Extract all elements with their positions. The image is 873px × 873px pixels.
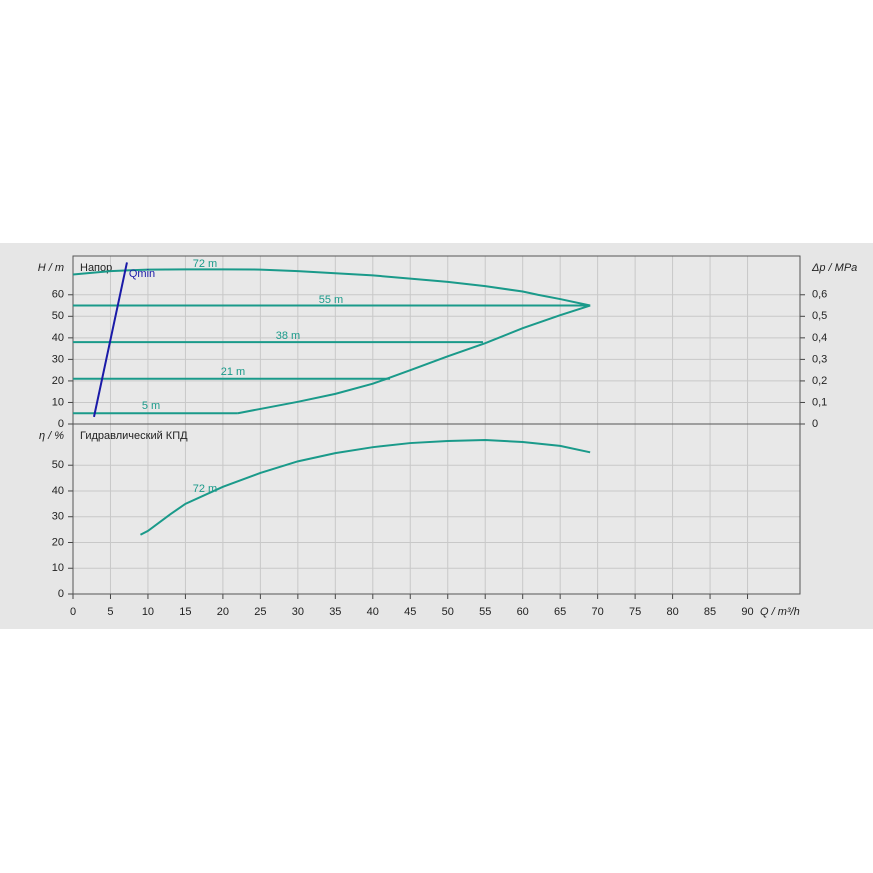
x-tick-label: 65 (554, 606, 566, 618)
x-tick-label: 85 (704, 606, 716, 618)
y-tick-label: 20 (52, 375, 64, 387)
y2-tick-label: 0,5 (812, 310, 827, 322)
x-axis-label: Q / m³/h (760, 606, 800, 618)
x-tick-label: 15 (179, 606, 191, 618)
y2-tick-label: 0,6 (812, 289, 827, 301)
x-tick-label: 80 (666, 606, 678, 618)
y2-tick-label: 0 (812, 418, 818, 430)
x-tick-label: 45 (404, 606, 416, 618)
y-tick-label: 20 (52, 536, 64, 548)
x-tick-label: 55 (479, 606, 491, 618)
y-tick-label: 40 (52, 332, 64, 344)
y-tick-label: 50 (52, 310, 64, 322)
y-tick-label: 40 (52, 485, 64, 497)
curve-label: 72 m (193, 258, 217, 270)
y2-axis-label: Δp / MPa (811, 262, 857, 274)
plot-area (73, 424, 800, 594)
x-tick-label: 40 (367, 606, 379, 618)
curve (237, 304, 591, 415)
curve-label: 21 m (221, 366, 245, 378)
x-tick-label: 35 (329, 606, 341, 618)
y-axis-label: η / % (39, 430, 64, 442)
panel-title: Гидравлический КПД (80, 430, 188, 442)
y-axis-label: H / m (38, 262, 64, 274)
y-tick-label: 0 (58, 588, 64, 600)
plot-area (73, 256, 800, 424)
y-tick-label: 30 (52, 511, 64, 523)
x-tick-label: 0 (70, 606, 76, 618)
x-tick-label: 60 (517, 606, 529, 618)
curve-label: 72 m (193, 483, 217, 495)
x-tick-label: 50 (442, 606, 454, 618)
curve (72, 268, 591, 307)
curve (139, 438, 591, 536)
x-tick-label: 5 (107, 606, 113, 618)
y-tick-label: 0 (58, 418, 64, 430)
y-tick-label: 50 (52, 459, 64, 471)
x-tick-label: 70 (592, 606, 604, 618)
curve (93, 262, 128, 418)
curve-label: Qmin (129, 268, 155, 280)
y-tick-label: 10 (52, 396, 64, 408)
y-tick-label: 60 (52, 289, 64, 301)
y2-tick-label: 0,1 (812, 396, 827, 408)
plot-frame (72, 423, 801, 595)
y2-tick-label: 0,3 (812, 353, 827, 365)
curve-label: 55 m (319, 294, 343, 306)
x-tick-label: 10 (142, 606, 154, 618)
x-tick-label: 20 (217, 606, 229, 618)
y-tick-label: 10 (52, 562, 64, 574)
y2-tick-label: 0,4 (812, 332, 827, 344)
curve-label: 38 m (276, 330, 300, 342)
y2-tick-label: 0,2 (812, 375, 827, 387)
x-tick-label: 75 (629, 606, 641, 618)
curve-label: 5 m (142, 400, 160, 412)
x-tick-label: 30 (292, 606, 304, 618)
x-tick-label: 25 (254, 606, 266, 618)
y-tick-label: 30 (52, 353, 64, 365)
x-tick-label: 90 (741, 606, 753, 618)
